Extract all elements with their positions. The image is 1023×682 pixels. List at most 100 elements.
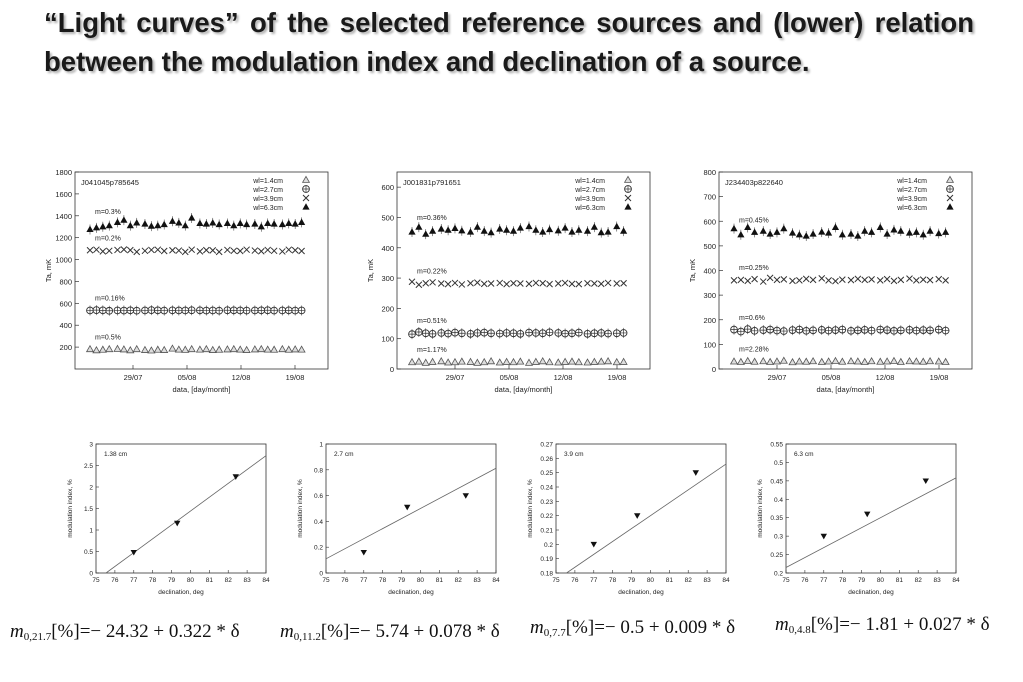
modulation-chart-2-7cm: 75 76 77 78 79 80 81 82 83 84 0 0.2 0.4 0.6 0.8 1 declin… (297, 442, 500, 597)
data-point (302, 185, 310, 193)
x-axis-label: data, [day/month] (817, 385, 875, 394)
y-tick-label: 0.2 (544, 542, 553, 549)
data-point (942, 276, 949, 284)
data-point (133, 219, 141, 226)
data-point (86, 225, 94, 233)
data-point (215, 220, 223, 228)
x-tick-label: 82 (225, 577, 233, 584)
data-point (860, 325, 869, 334)
legend-label: wl=1.4cm (896, 178, 927, 185)
y-tick-label: 0.21 (540, 528, 553, 535)
y-tick-label: 100 (381, 335, 394, 344)
x-tick-label: 29/07 (124, 373, 143, 382)
data-point (867, 326, 876, 335)
data-point (223, 219, 231, 227)
series-wl=3.9cm (408, 278, 627, 289)
data-point (919, 326, 928, 334)
data-point (278, 220, 286, 228)
data-point (458, 281, 466, 288)
legend-label: wl=3.9cm (896, 196, 927, 203)
data-point (864, 511, 871, 518)
data-point (524, 358, 534, 366)
data-point (817, 325, 826, 334)
data-point (230, 221, 238, 229)
modulation-label: m=0.2% (95, 236, 121, 243)
data-point (126, 345, 135, 354)
data-point (188, 246, 196, 254)
y-tick-label: 400 (703, 267, 716, 276)
data-point (802, 326, 811, 335)
modulation-chart-3-9cm: 75 76 77 78 79 80 81 82 83 84 0.18 0.19 0.2 0.21 0.22 0… (527, 442, 730, 597)
y-tick-label: 600 (703, 217, 716, 226)
data-point (634, 513, 641, 519)
data-point (597, 357, 606, 365)
wavelength-label: 1.38 cm (104, 451, 127, 458)
modulation-label: m=0.51% (417, 318, 447, 325)
data-point (568, 329, 576, 338)
plot-frame (396, 171, 651, 370)
legend-label: wl=1.4cm (252, 178, 283, 185)
data-point (919, 357, 928, 365)
data-point (408, 330, 416, 338)
data-point (487, 329, 495, 338)
data-point (414, 357, 423, 365)
data-point (487, 280, 495, 287)
data-point (759, 227, 767, 234)
data-point (92, 224, 101, 231)
x-tick-label: 78 (149, 577, 157, 584)
data-point (301, 175, 311, 183)
data-point (545, 357, 554, 366)
data-point (590, 541, 597, 548)
data-point (473, 329, 482, 337)
data-point (597, 228, 605, 236)
data-point (450, 357, 460, 366)
x-tick-label: 81 (666, 577, 674, 584)
data-point (291, 306, 300, 315)
data-point (509, 357, 518, 366)
data-point (175, 219, 183, 226)
data-point (590, 357, 599, 365)
data-point (223, 345, 232, 353)
data-point (160, 220, 168, 228)
x-tick-label: 19/08 (930, 373, 949, 382)
data-point (809, 276, 817, 284)
data-point (516, 329, 525, 338)
data-point (503, 280, 510, 288)
data-point (174, 345, 183, 353)
data-point (195, 345, 204, 353)
data-point (926, 276, 934, 284)
data-point (890, 226, 898, 233)
series-wl=3.9cm (730, 274, 949, 285)
data-point (516, 280, 524, 287)
data-point (168, 306, 177, 315)
y-tick-label: 0.18 (540, 571, 553, 578)
data-point (597, 280, 605, 288)
data-point (779, 356, 788, 364)
x-tick-label: 76 (341, 577, 349, 584)
data-point (825, 276, 832, 284)
fit-line (566, 463, 727, 574)
data-point (451, 328, 459, 337)
y-tick-label: 0.5 (84, 549, 93, 556)
data-point (243, 246, 250, 254)
x-tick-label: 78 (379, 577, 387, 584)
data-point (554, 329, 563, 337)
y-tick-label: 500 (381, 213, 394, 222)
data-point (251, 220, 259, 227)
data-point (437, 225, 445, 232)
y-tick-label: 1000 (55, 256, 72, 265)
data-point (934, 325, 943, 334)
data-point (737, 276, 745, 284)
data-point (105, 221, 113, 229)
data-point (861, 227, 869, 234)
modulation-label: m=0.22% (417, 268, 447, 275)
x-tick-label: 84 (722, 577, 730, 584)
data-point (945, 175, 955, 183)
data-point (264, 246, 272, 254)
data-point (486, 357, 496, 365)
source-name: J234403p822640 (725, 178, 783, 187)
series-wl=3.9cm (86, 246, 305, 256)
data-point (270, 247, 278, 255)
legend-label: wl=1.4cm (574, 178, 605, 185)
data-point (298, 218, 306, 225)
